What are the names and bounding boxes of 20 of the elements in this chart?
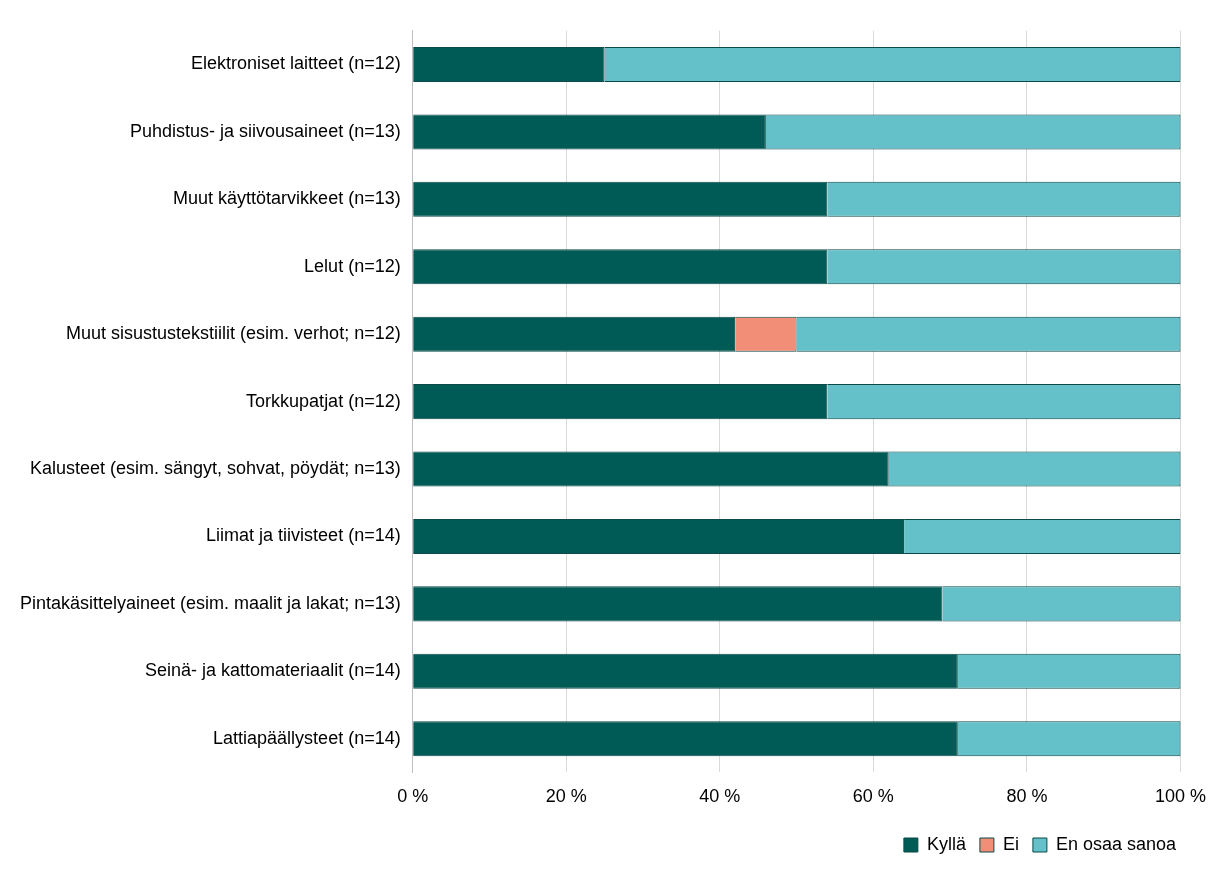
legend-label: En osaa sanoa: [1055, 833, 1177, 854]
legend-label: Kyllä: [926, 833, 967, 854]
y-tick-label: Kalusteet (esim. sängyt, sohvat, pöydät; n=13): [29, 457, 401, 478]
x-tick-label: 40 %: [699, 786, 741, 807]
y-tick-label: Liimat ja tiivisteet (n=14): [206, 525, 401, 546]
y-tick-label: Lelut (n=12): [304, 255, 401, 276]
y-tick-label: Elektroniset laitteet (n=12): [191, 53, 401, 74]
y-tick-label: Muut käyttötarvikkeet (n=13): [173, 188, 401, 209]
x-tick-label: 60 %: [852, 786, 894, 807]
legend-label: Ei: [1002, 833, 1019, 854]
y-tick-label: Pintakäsittelyaineet (esim. maalit ja lakat; n=13): [19, 592, 401, 613]
y-tick-label: Torkkupatjat (n=12): [246, 390, 401, 411]
x-tick-label: 100 %: [1154, 786, 1206, 807]
y-tick-label: Seinä- ja kattomateriaalit (n=14): [145, 660, 401, 681]
y-tick-label: Puhdistus- ja siivousaineet (n=13): [130, 120, 401, 141]
x-tick-label: 20 %: [545, 786, 587, 807]
y-tick-label: Lattiapäällysteet (n=14): [213, 727, 401, 748]
x-tick-label: 80 %: [1006, 786, 1048, 807]
y-tick-label: Muut sisustustekstiilit (esim. verhot; n=12): [66, 323, 401, 344]
x-tick-label: 0 %: [397, 786, 429, 807]
